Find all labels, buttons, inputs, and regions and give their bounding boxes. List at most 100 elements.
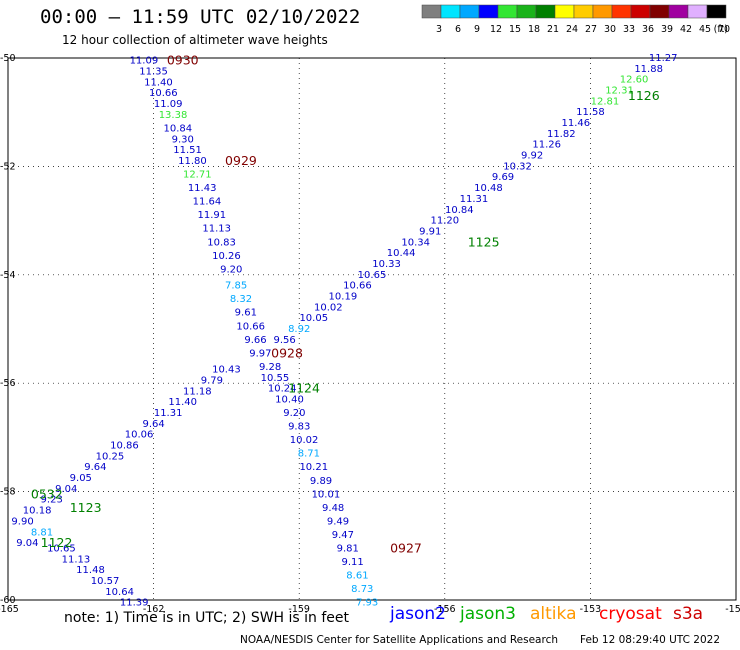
y-tick-label: -60: [0, 595, 16, 606]
color-swatch-1: [440, 4, 461, 19]
pass-time-label: 0532: [31, 486, 63, 501]
wave-height-value: 11.39: [120, 598, 149, 609]
wave-height-value: 11.58: [576, 107, 605, 118]
color-scale-label: 18: [528, 24, 540, 35]
color-scale-label: 15: [509, 24, 521, 35]
y-tick-label: -56: [0, 378, 16, 389]
wave-height-value: 9.20: [283, 408, 305, 419]
wave-height-value: 11.26: [532, 140, 561, 151]
wave-height-value: 10.24: [268, 384, 297, 395]
wave-height-value: 11.46: [562, 118, 591, 129]
color-scale-label: 45: [699, 24, 711, 35]
wave-height-value: 11.82: [547, 129, 576, 140]
wave-height-value: 8.81: [31, 527, 53, 538]
wave-height-value: 11.35: [139, 67, 168, 78]
wave-height-value: 9.81: [337, 544, 359, 555]
wave-height-value: 10.33: [372, 259, 401, 270]
pass-time-label: 1122: [41, 535, 73, 550]
pass-time-label: 0930: [167, 53, 199, 68]
wave-height-value: 9.90: [11, 516, 33, 527]
pass-time-label: 1126: [628, 88, 660, 103]
color-swatch-3: [478, 4, 499, 19]
legend-jason2: jason2: [390, 604, 446, 624]
wave-height-value: 9.89: [310, 476, 332, 487]
wave-height-value: 10.02: [290, 435, 319, 446]
wave-height-value: 12.71: [183, 170, 212, 181]
wave-height-value: 11.48: [76, 565, 105, 576]
plot-border: [7, 57, 737, 601]
wave-height-value: 10.84: [445, 205, 474, 216]
wave-height-value: 11.27: [649, 53, 678, 64]
wave-height-value: 7.85: [225, 281, 247, 292]
color-swatch-12: [649, 4, 670, 19]
wave-height-value: 9.91: [419, 226, 441, 237]
pass-time-label: 1124: [288, 381, 320, 396]
wave-height-value: 11.31: [460, 194, 489, 205]
color-swatch-13: [668, 4, 689, 19]
legend-jason3: jason3: [460, 604, 516, 624]
wave-height-value: 11.09: [130, 56, 159, 67]
wave-height-value: 10.55: [261, 373, 290, 384]
y-tick-label: -58: [0, 487, 16, 498]
color-scale-unit: (ft): [714, 24, 728, 35]
wave-height-value: 10.83: [207, 237, 236, 248]
wave-height-value: 10.06: [125, 430, 154, 441]
wave-height-value: 9.64: [84, 462, 106, 473]
wave-height-value: 7.93: [356, 598, 378, 609]
wave-height-value: 10.65: [358, 270, 387, 281]
wave-height-value: 10.65: [47, 544, 76, 555]
wave-height-value: 10.66: [236, 321, 265, 332]
wave-height-value: 9.30: [172, 134, 194, 145]
color-scale-label: 33: [623, 24, 635, 35]
wave-height-value: 13.38: [159, 110, 188, 121]
time-labels: 0930 0929 0928 0927 1124 1125 1126 1123 0532 1122: [31, 53, 660, 556]
wave-height-value: 12.81: [591, 96, 620, 107]
wave-height-value: 11.80: [178, 156, 207, 167]
wave-height-value: 12.60: [620, 75, 649, 86]
track-descending-0927-0930: 11.0911.3511.4010.6611.0913.3810.849.301…: [130, 56, 379, 609]
wave-height-value: 11.88: [634, 64, 663, 75]
wave-height-value: 8.32: [230, 294, 252, 305]
color-scale-label: 30: [604, 24, 616, 35]
wave-height-value: 9.05: [70, 473, 92, 484]
color-scale-label: 36: [642, 24, 654, 35]
chart-title: 00:00 – 11:59 UTC 02/10/2022: [40, 6, 361, 28]
color-swatch-5: [516, 4, 537, 19]
color-swatch-0: [421, 4, 442, 19]
color-swatch-9: [592, 4, 613, 19]
wave-height-value: 9.69: [492, 172, 514, 183]
color-swatch-15: [706, 4, 727, 19]
legend-cryosat: cryosat: [599, 604, 662, 624]
wave-height-value: 11.13: [202, 224, 231, 235]
wave-height-value: 9.23: [41, 495, 63, 506]
x-tick-label: -165: [0, 604, 19, 615]
wave-height-value: 10.19: [329, 291, 358, 302]
x-tick-label: -150: [725, 604, 740, 615]
x-tick-label: -153: [580, 604, 602, 615]
pass-time-label: 1125: [468, 234, 500, 249]
wave-height-value: 10.57: [91, 576, 120, 587]
wave-height-value: 8.71: [298, 449, 320, 460]
wave-height-value: 10.66: [149, 88, 178, 99]
wave-height-value: 9.47: [332, 530, 354, 541]
color-scale-label: 9: [474, 24, 480, 35]
wave-height-value: 10.21: [299, 462, 328, 473]
wave-height-value: 12.31: [605, 86, 634, 97]
wave-height-value: 11.51: [173, 145, 202, 156]
color-scale-label: 12: [490, 24, 502, 35]
wave-height-value: 9.66: [244, 335, 266, 346]
wave-height-value: 9.79: [201, 375, 223, 386]
y-tick-label: -50: [0, 53, 16, 64]
wave-height-value: 11.20: [430, 216, 459, 227]
y-tick-label: -52: [0, 161, 16, 172]
wave-height-value: 11.13: [62, 554, 91, 565]
y-tick-label: -54: [0, 270, 16, 281]
color-swatch-4: [497, 4, 518, 19]
wave-height-value: 9.61: [235, 308, 257, 319]
wave-height-value: 11.09: [154, 99, 183, 110]
color-scale-bar: 3 6 9 12 15 18 21 24 27 30 33 36 39 42 45 70(ft): [421, 4, 730, 35]
pass-time-label: 0929: [225, 153, 257, 168]
plot-area: -165-162-159-156-153-150-50-52-54-56-58-…: [0, 53, 740, 615]
color-scale-label: 24: [566, 24, 578, 35]
